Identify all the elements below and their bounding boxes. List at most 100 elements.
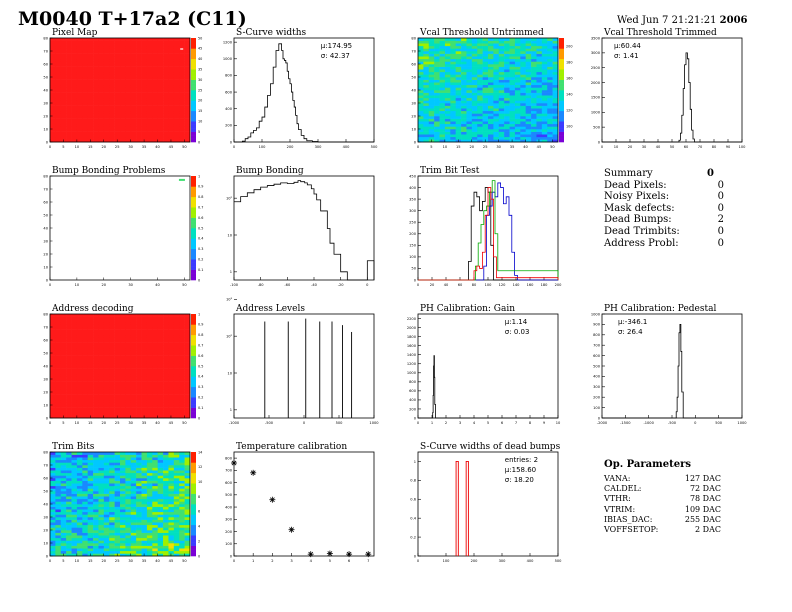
heatmap-cell: [130, 334, 137, 338]
heatmap-cell: [50, 136, 56, 140]
heatmap-cell: [152, 392, 158, 395]
heatmap-cell: [120, 532, 126, 536]
color-bar-segment: [191, 476, 196, 481]
heatmap-cell: [498, 79, 505, 83]
heatmap-cell: [184, 462, 191, 466]
heatmap-cell: [168, 327, 175, 330]
heatmap-cell: [509, 90, 516, 93]
color-bar-segment: [191, 338, 196, 343]
heatmap-cell: [109, 475, 115, 479]
heatmap-cell: [423, 61, 430, 65]
x-tick-label: 0: [366, 283, 369, 287]
heatmap-cell: [434, 92, 440, 96]
heatmap-cell: [498, 82, 505, 86]
color-bar-segment: [191, 200, 196, 205]
heatmap-cell: [55, 314, 62, 317]
heatmap-cell: [450, 95, 456, 99]
heatmap-cell: [82, 517, 88, 520]
heatmap-cell: [514, 84, 521, 88]
heatmap-cell: [98, 316, 105, 320]
heatmap-cell: [93, 457, 99, 461]
heatmap-cell: [136, 340, 142, 343]
heatmap-cell: [423, 58, 430, 62]
heatmap-cell: [125, 347, 132, 351]
heatmap-cell: [50, 480, 56, 484]
heatmap-cell: [66, 139, 72, 143]
heatmap-cell: [66, 454, 72, 458]
heatmap-cell: [552, 77, 559, 80]
y-tick-label: 800: [593, 333, 601, 337]
y-tick-label: 40: [43, 364, 48, 368]
heatmap-cell: [146, 412, 153, 416]
heatmap-cell: [82, 496, 88, 500]
heatmap-cell: [55, 324, 62, 328]
heatmap-cell: [109, 506, 115, 510]
heatmap-cell: [114, 332, 121, 336]
heatmap-cell: [163, 77, 169, 80]
heatmap-cell: [179, 58, 185, 62]
color-bar-segment: [191, 55, 196, 60]
heatmap-cell: [60, 366, 67, 369]
heatmap-cell: [130, 97, 137, 101]
heatmap-cell: [120, 457, 126, 461]
heatmap-cell: [71, 519, 78, 523]
heatmap-cell: [114, 405, 121, 408]
heatmap-cell: [173, 139, 180, 143]
heatmap-cell: [55, 543, 62, 546]
heatmap-cell: [461, 79, 467, 83]
heatmap-cell: [130, 405, 137, 408]
heatmap-cell: [450, 126, 456, 130]
heatmap-cell: [146, 532, 153, 536]
heatmap-cell: [114, 524, 121, 528]
y-tick-label: 0.6: [410, 498, 416, 502]
heatmap-cell: [168, 368, 175, 372]
plot-frame: [417, 451, 559, 557]
heatmap-cell: [179, 535, 185, 539]
heatmap-cell: [87, 126, 94, 130]
heatmap-cell: [82, 506, 88, 510]
heatmap-cell: [82, 110, 88, 114]
heatmap-cell: [179, 415, 185, 419]
heatmap-cell: [531, 74, 537, 78]
heatmap-cell: [76, 475, 83, 479]
heatmap-cell: [493, 136, 500, 140]
heatmap-cell: [114, 472, 121, 476]
heatmap-cell: [428, 82, 435, 86]
heatmap-cell: [168, 415, 175, 419]
heatmap-cell: [179, 79, 185, 83]
heatmap-cell: [109, 43, 115, 47]
heatmap-cell: [163, 381, 169, 385]
heatmap-cell: [141, 535, 148, 539]
heatmap-cell: [418, 69, 424, 73]
heatmap-cell: [461, 53, 467, 57]
heatmap-cell: [109, 79, 115, 83]
heatmap-cell: [120, 113, 126, 117]
heatmap-cell: [103, 355, 110, 359]
heatmap-cell: [82, 493, 88, 497]
heatmap-cell: [423, 71, 430, 75]
heatmap-cell: [93, 103, 99, 106]
heatmap-cell: [514, 61, 521, 65]
heatmap-cell: [55, 470, 62, 474]
heatmap-cell: [60, 509, 67, 513]
heatmap-cell: [71, 543, 78, 546]
color-bar-segment: [191, 196, 196, 201]
heatmap-cell: [130, 524, 137, 528]
heatmap-cell: [168, 329, 175, 333]
heatmap-cell: [66, 470, 72, 474]
heatmap-cell: [76, 509, 83, 513]
heatmap-cell: [493, 134, 500, 138]
heatmap-cell: [120, 90, 126, 93]
heatmap-cell: [71, 316, 78, 320]
heatmap-cell: [146, 329, 153, 333]
heatmap-cell: [114, 386, 121, 390]
heatmap-cell: [125, 350, 132, 354]
heatmap-cell: [98, 491, 105, 494]
color-bar-segment: [191, 407, 196, 412]
heatmap-cell: [477, 110, 483, 114]
heatmap-cell: [114, 314, 121, 317]
heatmap-cell: [141, 113, 148, 117]
heatmap-cell: [93, 92, 99, 96]
heatmap-cell: [130, 410, 137, 414]
y-tick-label: 50: [411, 267, 416, 271]
